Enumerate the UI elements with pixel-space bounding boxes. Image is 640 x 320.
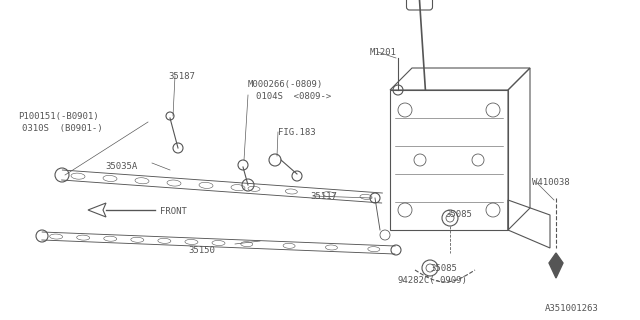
Text: 35035A: 35035A xyxy=(105,162,137,171)
Text: A351001263: A351001263 xyxy=(545,304,599,313)
Text: FIG.183: FIG.183 xyxy=(278,128,316,137)
Polygon shape xyxy=(549,253,563,278)
Text: 0310S  (B0901-): 0310S (B0901-) xyxy=(22,124,102,133)
Text: 35085: 35085 xyxy=(430,264,457,273)
Text: M1201: M1201 xyxy=(370,48,397,57)
Text: P100151(-B0901): P100151(-B0901) xyxy=(18,112,99,121)
Text: 35117: 35117 xyxy=(310,192,337,201)
Text: 35187: 35187 xyxy=(168,72,195,81)
Text: 35085: 35085 xyxy=(445,210,472,219)
Text: 94282C(-0909): 94282C(-0909) xyxy=(398,276,468,285)
Text: FRONT: FRONT xyxy=(160,207,187,217)
Text: 0104S  <0809->: 0104S <0809-> xyxy=(256,92,332,101)
Text: M000266(-0809): M000266(-0809) xyxy=(248,80,323,89)
Text: 35150: 35150 xyxy=(188,246,215,255)
Text: W410038: W410038 xyxy=(532,178,570,187)
